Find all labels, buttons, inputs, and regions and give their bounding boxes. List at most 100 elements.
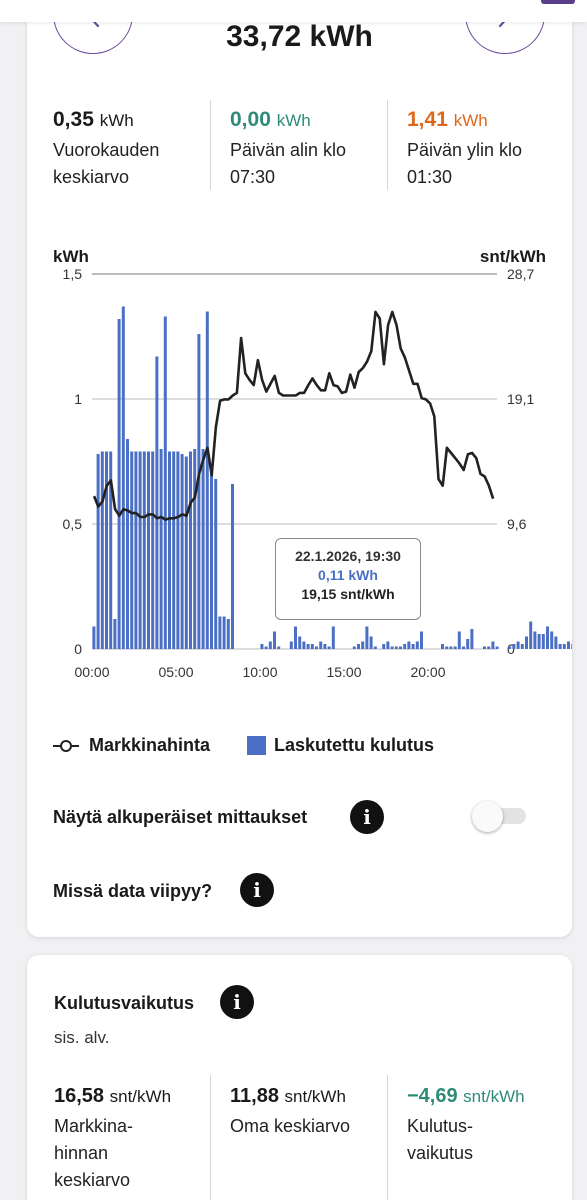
top-bar-accent [541,0,575,4]
consumption-chart[interactable]: 1,528,7119,10,59,60000:0005:0010:0015:00… [27,260,572,700]
left-tick-label: 1,5 [63,266,83,282]
consumption-bar [541,634,545,649]
consumption-bar [567,641,570,649]
consumption-bar [180,454,184,649]
consumption-bar [382,644,386,649]
right-tick-label: 19,1 [507,391,534,407]
consumption-bar [273,631,276,649]
x-tick-label: 10:00 [242,664,277,680]
legend-billed-consumption[interactable]: Laskutettu kulutus [247,735,434,756]
consumption-bar [487,646,491,649]
info-icon[interactable]: i [350,800,384,834]
consumption-bar [218,616,222,649]
consumption-bar [197,334,201,649]
market-price-line [92,310,495,521]
consumption-bar [176,451,180,649]
stat-consumption-impact: −4,69 snt/kWh Kulutus-vaikutus [407,1085,582,1167]
consumption-bar [319,641,323,649]
stat-divider [387,1075,388,1200]
info-icon[interactable]: i [240,873,274,907]
stat-own-average: 11,88 snt/kWh Oma keskiarvo [230,1085,405,1140]
tooltip-kwh: 0,11 kWh [318,567,378,583]
consumption-bar [306,644,310,649]
stat-value: 16,58 snt/kWh [54,1085,172,1107]
consumption-bar [352,646,356,649]
x-tick-label: 15:00 [326,664,361,680]
stat-divider [387,100,388,190]
consumption-bar [399,646,402,649]
consumption-bar [457,631,461,649]
consumption-bar [562,644,566,649]
consumption-bar [121,306,125,649]
stat-value: 1,41 kWh [407,108,488,131]
line-marker-icon [53,739,79,753]
bar-swatch-icon [247,736,266,755]
consumption-bar [214,479,218,649]
stat-market-average: 16,58 snt/kWh Markkina-hinnan keskiarvo [54,1085,229,1194]
stat-value: 0,35 kWh [53,108,134,131]
consumption-bar [491,641,495,649]
consumption-bar [92,626,96,649]
stat-day-minimum: 0,00 kWh Päivän alin klo 07:30 [230,108,400,191]
consumption-bar [516,641,520,649]
show-original-toggle[interactable] [472,801,528,832]
info-icon[interactable]: i [220,985,254,1019]
consumption-bar [529,621,533,649]
consumption-bar [226,619,230,649]
consumption-bar [331,626,335,649]
consumption-bar [126,439,129,649]
right-tick-label: 9,6 [507,516,527,532]
left-axis-title: kWh [53,247,89,266]
consumption-bar [462,646,465,649]
stat-label: Oma keskiarvo [230,1116,351,1136]
consumption-bar [407,641,411,649]
stat-day-maximum: 1,41 kWh Päivän ylin klo 01:30 [407,108,577,191]
left-tick-label: 1 [74,391,82,407]
consumption-bar [189,451,192,649]
where-data-label: Missä data viipyy? [53,881,213,901]
consumption-bar [554,636,558,649]
consumption-bar [231,484,234,649]
stat-label: Markkina-hinnan keskiarvo [54,1116,134,1190]
consumption-bar [138,451,142,649]
consumption-bar [315,646,318,649]
top-app-bar [0,0,587,22]
legend-label: Laskutettu kulutus [274,735,435,755]
consumption-bar [512,644,516,649]
legend-label: Markkinahinta [89,735,211,755]
consumption-bar [365,626,369,649]
consumption-bar [109,451,113,649]
stat-label: Päivän alin klo 07:30 [230,140,347,187]
consumption-bar [155,356,159,649]
consumption-bar [142,451,146,649]
consumption-bar [361,641,365,649]
stat-label: Vuorokauden keskiarvo [53,140,160,187]
consumption-bar [403,644,407,649]
consumption-bar [205,311,209,649]
consumption-bar [445,646,449,649]
consumption-bar [159,449,163,649]
stat-value: −4,69 snt/kWh [407,1085,525,1107]
consumption-bar [193,449,197,649]
consumption-bar [453,646,457,649]
consumption-bar [201,449,205,649]
legend-market-price[interactable]: Markkinahinta [53,735,210,756]
consumption-bar [357,644,360,649]
show-original-label: Näytä alkuperäiset mittaukset [53,807,308,827]
consumption-bar [210,474,213,649]
x-tick-label: 00:00 [74,664,109,680]
consumption-bar [525,636,528,649]
consumption-bar [117,319,121,649]
consumption-bar [147,451,150,649]
consumption-bar [520,644,524,649]
stat-label: Päivän ylin klo 01:30 [407,140,523,187]
consumption-bar [533,631,537,649]
consumption-bar [470,629,474,649]
consumption-bar [163,316,167,649]
stat-divider [210,1075,211,1200]
consumption-bar [310,644,314,649]
consumption-impact-card: Kulutusvaikutus i sis. alv. 16,58 snt/kW… [27,955,572,1200]
consumption-bar [558,644,562,649]
consumption-bar [495,646,499,649]
impact-subtitle: sis. alv. [54,1028,110,1047]
